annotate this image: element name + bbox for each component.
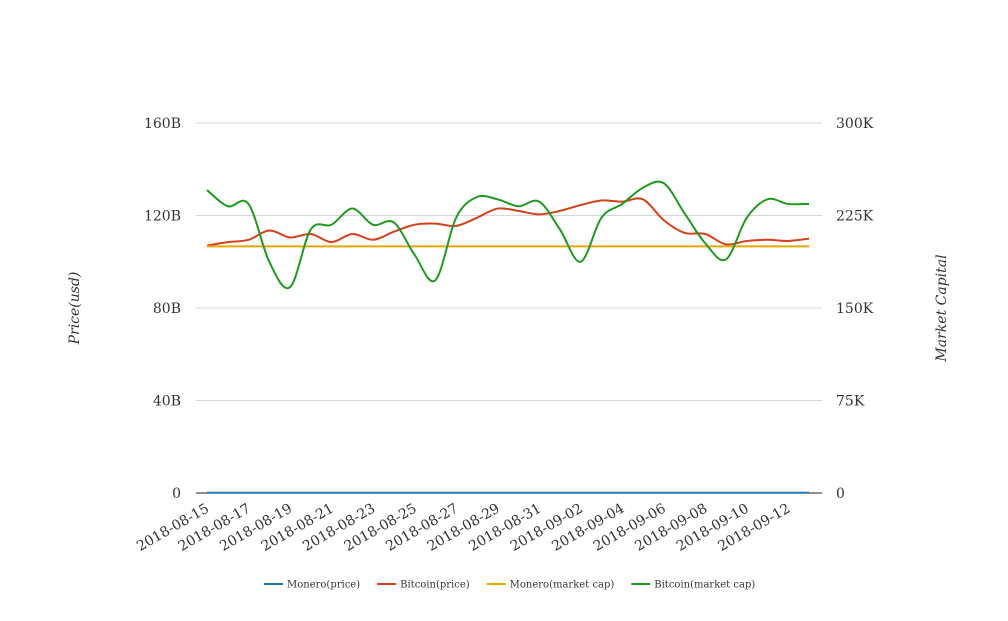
legend-label-bitcoin-price: Bitcoin(price) [400,580,470,591]
legend-label-monero-market-cap: Monero(market cap) [510,580,615,591]
y-right-tick-label: 150K [836,301,874,317]
y-right-tick-label: 0 [836,486,845,502]
x-axis: 2018-08-152018-08-172018-08-192018-08-21… [134,501,793,555]
y-left-tick-label: 120B [144,209,181,225]
y-right-tick-label: 225K [836,209,874,225]
y-left-tick-label: 40B [153,394,181,410]
y-right-tick-label: 75K [836,394,865,410]
y-left-axis-title: Price(usd) [67,272,83,346]
y-left-tick-label: 80B [153,301,181,317]
legend-label-bitcoin-market-cap: Bitcoin(market cap) [654,580,755,591]
legend-label-monero-price: Monero(price) [287,580,360,591]
y-left-tick-label: 0 [172,486,181,502]
y-right-axis-title: Market Capital [934,254,950,362]
legend: Monero(price) Bitcoin(price) Monero(market… [264,580,755,591]
series-line-bitcoin-market-cap [206,180,810,290]
y-right-tick-label: 300K [836,116,874,132]
series [206,180,810,494]
y-left-tick-label: 160B [144,116,181,132]
grid [196,122,822,401]
right-y-axis: 0 75K 150K 225K 300K [836,116,874,502]
left-y-axis: 0 40B 80B 120B 160B [144,116,181,502]
series-line-bitcoin-price [206,197,810,247]
